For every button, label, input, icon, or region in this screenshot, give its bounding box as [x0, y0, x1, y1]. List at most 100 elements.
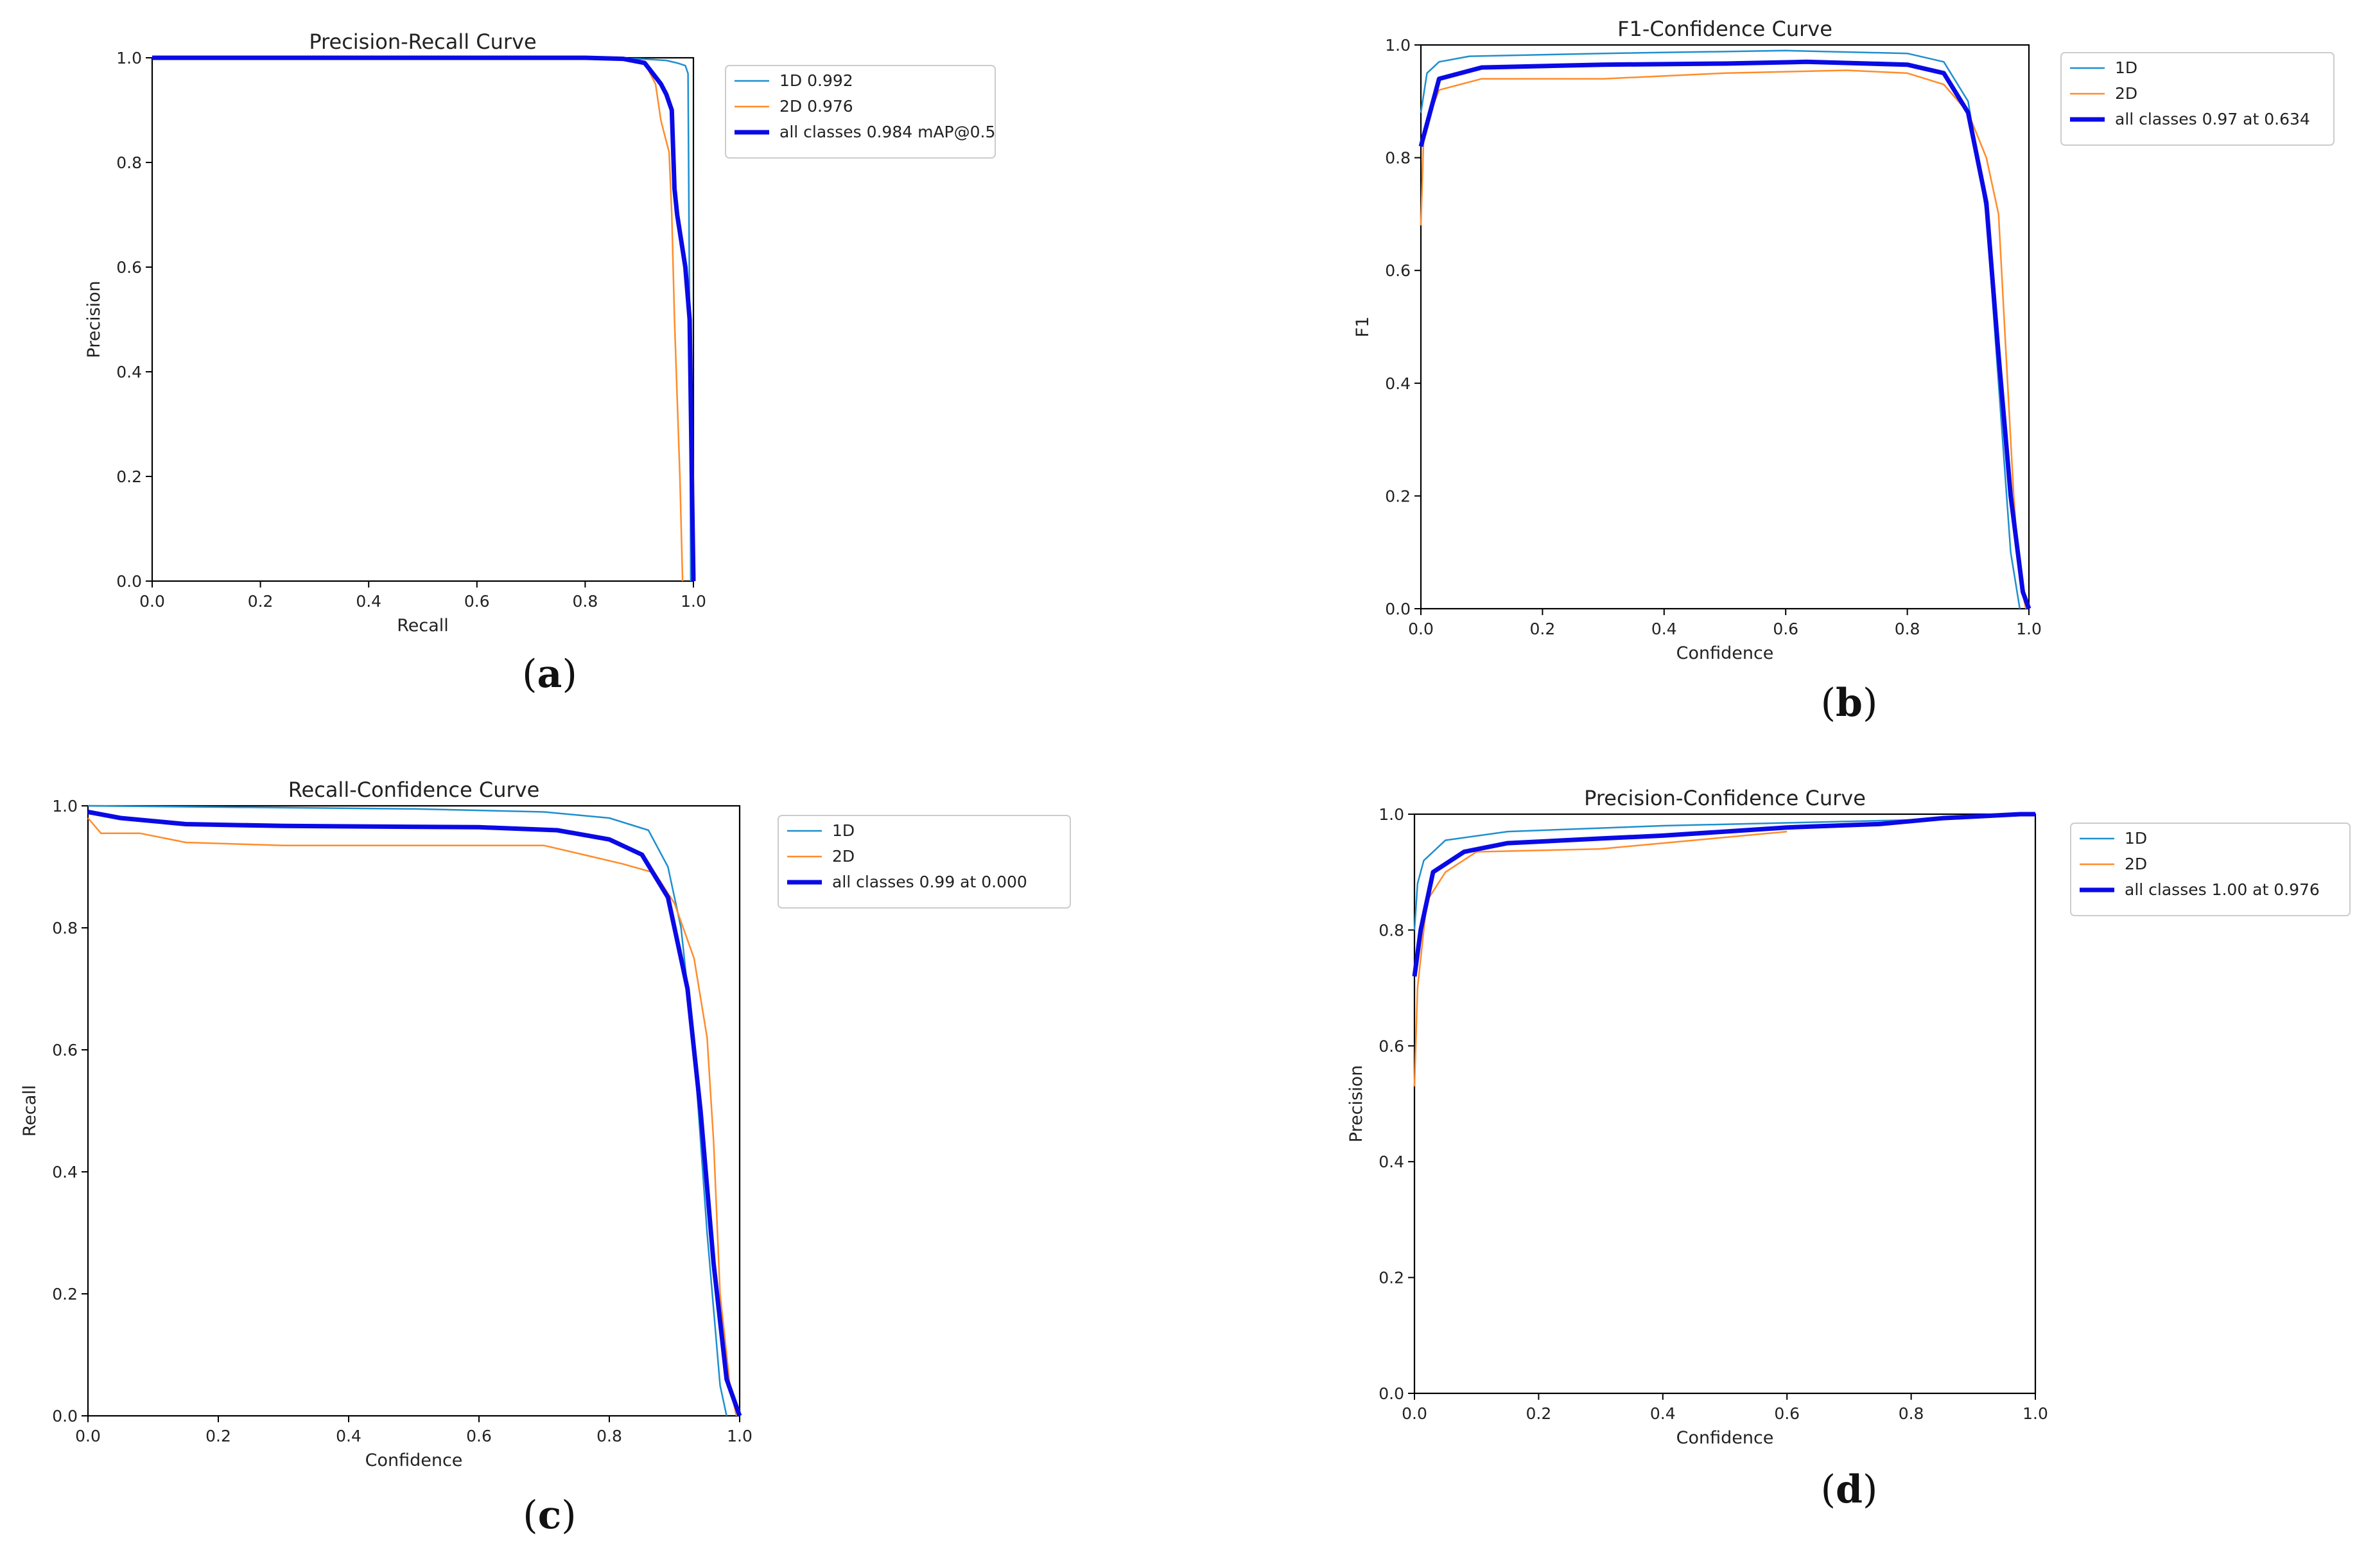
y-tick-label: 0.6 [52, 1041, 78, 1059]
y-tick-label: 0.8 [116, 153, 142, 172]
panel-caption: (d) [1821, 1467, 1878, 1512]
plot-frame [151, 57, 695, 582]
x-tick-label: 0.6 [1774, 1404, 1800, 1423]
legend-label-1d: 1D [832, 821, 855, 840]
x-tick-label: 1.0 [2016, 620, 2042, 638]
y-tick-label: 1.0 [1385, 36, 1411, 55]
x-axis-label: Confidence [1676, 643, 1774, 663]
legend-frame [2060, 52, 2335, 146]
y-tick-label: 0.2 [1385, 487, 1411, 505]
x-tick-label: 0.4 [356, 592, 381, 611]
legend-frame [778, 815, 1071, 909]
plot-frame [1413, 813, 2037, 1395]
x-tick-label: 1.0 [727, 1427, 752, 1445]
series-line-1d [152, 57, 692, 582]
x-tick-label: 0.8 [596, 1427, 622, 1445]
y-tick-label: 0.2 [1379, 1269, 1404, 1287]
y-tick-label: 0.6 [1379, 1037, 1404, 1056]
plot-frame [87, 805, 741, 1417]
series-line-1d [1413, 813, 2036, 930]
x-tick-label: 0.0 [139, 592, 165, 611]
x-tick-label: 1.0 [2022, 1404, 2048, 1423]
y-axis-label: Precision [1346, 1065, 1366, 1142]
plot-frame [1420, 44, 2030, 610]
x-tick-label: 0.0 [1402, 1404, 1427, 1423]
chart-panel-a: Precision-Recall Curve 0.0 0.2 0.4 0.6 0.8 1.0… [84, 30, 996, 697]
y-tick-label: 0.2 [52, 1285, 78, 1303]
x-tick-label: 0.8 [1895, 620, 1920, 638]
legend: 1D 2D all classes 1.00 at 0.976 [2070, 823, 2351, 916]
x-tick-label: 0.2 [1530, 620, 1556, 638]
y-tick-label: 1.0 [1379, 805, 1404, 824]
chart-title: Recall-Confidence Curve [288, 778, 540, 802]
legend-label-2d: 2D [832, 847, 855, 866]
legend-frame [725, 65, 996, 159]
panel-caption: (a) [522, 652, 577, 697]
legend-label-2d: 2D 0.976 [779, 97, 853, 116]
chart-title: Precision-Recall Curve [309, 30, 536, 54]
y-axis-label: F1 [1353, 317, 1373, 338]
legend-label-all: all classes 0.97 at 0.634 [2115, 110, 2310, 128]
x-tick-label: 0.2 [1526, 1404, 1552, 1423]
legend-label-all: all classes 1.00 at 0.976 [2125, 880, 2320, 899]
legend-label-1d: 1D 0.992 [779, 71, 853, 90]
x-axis-label: Recall [397, 616, 449, 636]
chart-title: Precision-Confidence Curve [1584, 786, 1866, 810]
y-tick-label: 0.0 [52, 1407, 78, 1425]
x-tick-label: 0.8 [1899, 1404, 1924, 1423]
legend: 1D 2D all classes 0.97 at 0.634 [2060, 52, 2335, 146]
x-tick-label: 0.2 [205, 1427, 231, 1445]
y-tick-label: 0.8 [52, 919, 78, 937]
y-tick-label: 0.4 [116, 363, 142, 381]
y-tick-label: 0.2 [116, 467, 142, 486]
y-tick-label: 0.4 [52, 1163, 78, 1181]
y-axis-label: Precision [84, 281, 104, 358]
series-line-2d [1413, 830, 1788, 1086]
y-tick-label: 0.0 [1379, 1384, 1404, 1403]
x-tick-label: 0.4 [1650, 1404, 1676, 1423]
series-line-all [1412, 812, 2035, 977]
legend-label-2d: 2D [2115, 84, 2137, 103]
series-line-all [1418, 59, 2031, 610]
y-tick-label: 1.0 [116, 49, 142, 67]
legend-label-1d: 1D [2115, 58, 2137, 77]
series-line-2d [1420, 69, 2027, 609]
series-line-2d [87, 817, 738, 1416]
x-tick-label: 1.0 [681, 592, 706, 611]
legend-label-1d: 1D [2125, 829, 2147, 848]
y-tick-label: 1.0 [52, 797, 78, 815]
y-tick-label: 0.6 [1385, 261, 1411, 280]
chart-panel-b: F1-Confidence Curve 0.0 0.2 0.4 0.6 0.8 1.0 0.0… [1353, 17, 2335, 726]
y-tick-label: 0.0 [116, 572, 142, 591]
chart-panel-d: Precision-Confidence Curve 0.0 0.2 0.4 0.6 0.… [1346, 786, 2351, 1512]
legend: 1D 0.992 2D 0.976 all classes 0.984 mAP@0.… [725, 65, 996, 159]
x-tick-label: 0.4 [1651, 620, 1677, 638]
x-tick-label: 0.6 [1773, 620, 1798, 638]
y-axis-label: Recall [20, 1085, 40, 1137]
y-tick-label: 0.8 [1379, 921, 1404, 939]
y-tick-label: 0.0 [1385, 600, 1411, 618]
legend-label-all: all classes 0.984 mAP@0.5 [779, 123, 995, 141]
x-tick-label: 0.0 [1408, 620, 1434, 638]
x-tick-label: 0.4 [336, 1427, 361, 1445]
y-tick-label: 0.6 [116, 258, 142, 277]
x-tick-label: 0.8 [573, 592, 598, 611]
panel-caption: (c) [523, 1493, 576, 1538]
chart-title: F1-Confidence Curve [1617, 17, 1832, 41]
series-line-1d [1420, 49, 2021, 609]
x-tick-label: 0.0 [75, 1427, 101, 1445]
series-line-all [87, 810, 742, 1417]
series-line-1d [87, 805, 727, 1416]
series-line-2d [152, 57, 684, 582]
series-line-all [152, 55, 696, 582]
x-tick-label: 0.6 [464, 592, 490, 611]
panel-caption: (b) [1821, 681, 1878, 726]
y-tick-label: 0.4 [1379, 1153, 1404, 1171]
x-axis-label: Confidence [1676, 1428, 1774, 1448]
legend: 1D 2D all classes 0.99 at 0.000 [778, 815, 1071, 909]
legend-label-2d: 2D [2125, 855, 2147, 873]
chart-panel-c: Recall-Confidence Curve 0.0 0.2 0.4 0.6 0.8 1.… [20, 778, 1071, 1538]
y-tick-label: 0.8 [1385, 149, 1411, 168]
legend-label-all: all classes 0.99 at 0.000 [832, 873, 1027, 891]
